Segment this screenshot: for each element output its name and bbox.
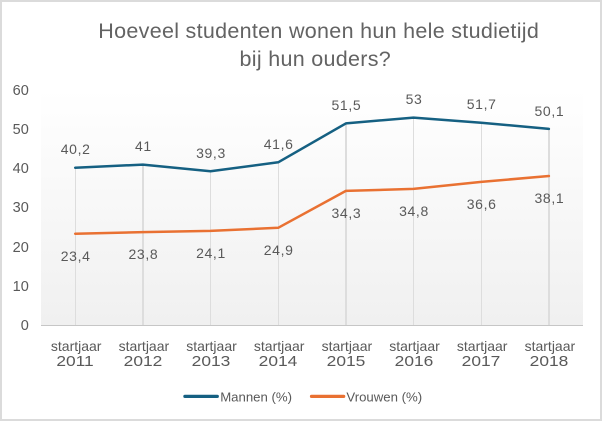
svg-text:Mannen (%): Mannen (%) xyxy=(220,389,292,404)
svg-text:Vrouwen (%): Vrouwen (%) xyxy=(346,389,422,404)
